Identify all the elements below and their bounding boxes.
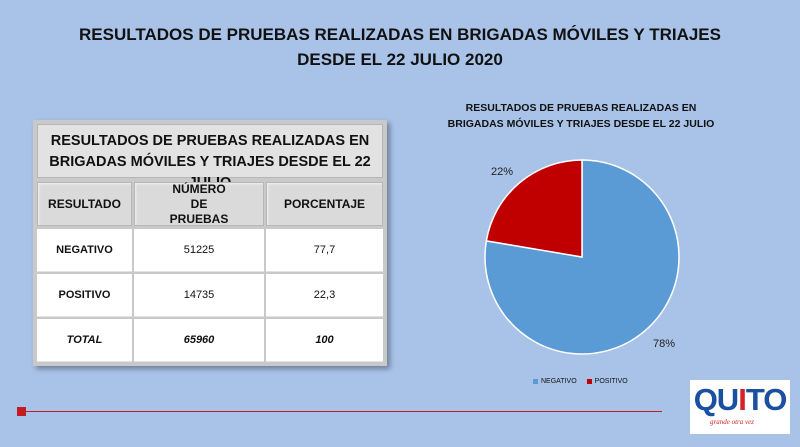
logo-tagline: grande otra vez bbox=[710, 418, 754, 426]
legend-item-positivo: POSITIVO bbox=[586, 378, 628, 385]
header-porcentaje: PORCENTAJE bbox=[266, 182, 383, 226]
cell-total-porcentaje: 100 bbox=[266, 319, 383, 362]
logo-wordmark: QUITO bbox=[693, 382, 788, 417]
cell-total-label: TOTAL bbox=[37, 319, 132, 362]
results-table: RESULTADOS DE PRUEBAS REALIZADAS EN BRIG… bbox=[33, 120, 387, 366]
cell-numero: 14735 bbox=[134, 274, 264, 317]
data-label-negativo: 78% bbox=[653, 338, 675, 350]
cell-resultado: POSITIVO bbox=[37, 274, 132, 317]
chart-title-line2: BRIGADAS MÓVILES Y TRIAJES DESDE EL 22 J… bbox=[447, 118, 715, 130]
cell-resultado: NEGATIVO bbox=[37, 229, 132, 272]
chart-title: RESULTADOS DE PRUEBAS REALIZADAS EN BRIG… bbox=[436, 100, 726, 132]
legend-swatch-positivo bbox=[586, 379, 592, 384]
cell-total-numero: 65960 bbox=[134, 319, 264, 362]
legend-label-negativo: NEGATIVO bbox=[541, 378, 577, 385]
pie-slice-positivo bbox=[485, 159, 583, 258]
legend-swatch-negativo bbox=[533, 379, 538, 384]
cell-porcentaje: 22,3 bbox=[266, 274, 383, 317]
header-numero-pruebas: NÚMERO DE PRUEBAS bbox=[134, 182, 264, 226]
slide-title-line1: RESULTADOS DE PRUEBAS REALIZADAS EN BRIG… bbox=[79, 25, 721, 44]
chart-title-line1: RESULTADOS DE PRUEBAS REALIZADAS EN bbox=[465, 102, 697, 114]
slide-title: RESULTADOS DE PRUEBAS REALIZADAS EN BRIG… bbox=[0, 22, 800, 72]
cell-numero: 51225 bbox=[134, 229, 264, 272]
chart-legend: NEGATIVO POSITIVO bbox=[533, 378, 628, 385]
legend-label-positivo: POSITIVO bbox=[594, 378, 628, 385]
cell-porcentaje: 77,7 bbox=[266, 229, 383, 272]
table-title: RESULTADOS DE PRUEBAS REALIZADAS EN BRIG… bbox=[37, 124, 383, 191]
accent-square bbox=[17, 407, 26, 416]
table-title-line1: RESULTADOS DE PRUEBAS REALIZADAS EN bbox=[50, 133, 370, 149]
header-resultado: RESULTADO bbox=[37, 182, 132, 226]
quito-logo: QUITO grande otra vez bbox=[690, 380, 790, 434]
accent-line bbox=[22, 411, 662, 412]
slide-title-line2: DESDE EL 22 JULIO 2020 bbox=[297, 50, 503, 69]
pie-slice-negativo bbox=[484, 159, 680, 355]
data-label-positivo: 22% bbox=[491, 166, 513, 178]
legend-item-negativo: NEGATIVO bbox=[533, 378, 577, 385]
